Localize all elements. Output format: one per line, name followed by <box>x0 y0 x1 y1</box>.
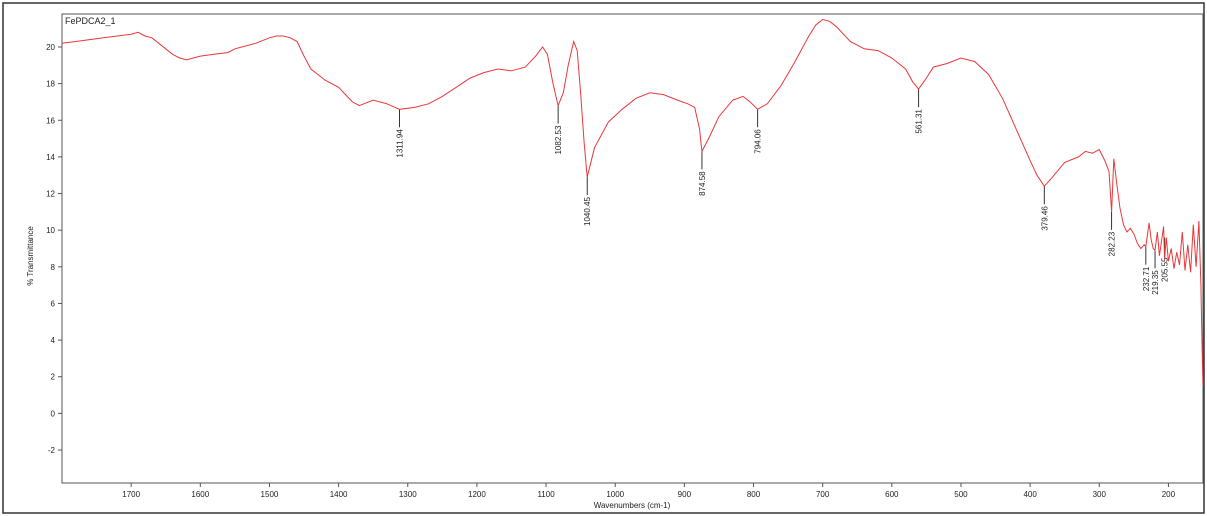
x-axis: 1700 1600 1500 1400 1300 1200 1100 1000 900 800 70… <box>122 483 1176 499</box>
x-tick-label: 700 <box>816 490 830 499</box>
y-tick-label: -2 <box>48 446 56 455</box>
y-tick-label: 20 <box>46 43 55 52</box>
y-tick-label: 2 <box>51 373 56 382</box>
x-tick-label: 200 <box>1162 490 1176 499</box>
x-tick-label: 1100 <box>537 490 555 499</box>
x-tick-label: 1200 <box>468 490 486 499</box>
x-tick-label: 600 <box>885 490 899 499</box>
chart-title: FePDCA2_1 <box>65 16 116 26</box>
x-tick-label: 1000 <box>606 490 624 499</box>
y-tick-label: 12 <box>46 190 55 199</box>
plot-border <box>61 13 1204 484</box>
peak-label: 1040.45 <box>583 197 592 226</box>
spectrum-line <box>61 18 1204 386</box>
peak-label: 561.31 <box>915 109 924 134</box>
peak-label: 219.35 <box>1151 270 1160 295</box>
peak-label: 205.55 <box>1161 257 1170 282</box>
y-tick-label: 18 <box>46 80 55 89</box>
peak-label: 794.06 <box>754 129 763 154</box>
peak-label: 1082.53 <box>554 125 563 154</box>
y-axis: -2 0 2 4 6 8 10 12 14 16 18 20 <box>46 43 62 455</box>
y-tick-label: 16 <box>46 116 55 125</box>
x-tick-label: 800 <box>747 490 761 499</box>
peak-label: 232.71 <box>1142 266 1151 291</box>
x-tick-label: 400 <box>1023 490 1037 499</box>
peak-label: 282.23 <box>1108 231 1117 256</box>
x-axis-label: Wavenumbers (cm-1) <box>594 501 671 510</box>
peak-label: 379.46 <box>1040 206 1049 231</box>
y-axis-label: % Transmittance <box>26 226 35 286</box>
plot-area: -2 0 2 4 6 8 10 12 14 16 18 20 1700 1600 1500 1400 1300… <box>46 13 1204 499</box>
x-tick-label: 1500 <box>261 490 279 499</box>
x-tick-label: 300 <box>1093 490 1107 499</box>
x-tick-label: 1600 <box>191 490 209 499</box>
x-tick-label: 1700 <box>122 490 140 499</box>
x-tick-label: 900 <box>678 490 692 499</box>
y-tick-label: 0 <box>51 409 56 418</box>
y-tick-label: 8 <box>51 263 56 272</box>
peak-annotations: 1311.94 1082.53 1040.45 874.58 794.06 561.31 3… <box>396 89 1170 295</box>
y-tick-label: 10 <box>46 226 55 235</box>
peak-label: 874.58 <box>698 171 707 196</box>
y-tick-label: 4 <box>51 336 56 345</box>
x-tick-label: 500 <box>954 490 968 499</box>
y-tick-label: 14 <box>46 153 55 162</box>
y-tick-label: 6 <box>51 299 56 308</box>
peak-label: 1311.94 <box>396 129 405 158</box>
x-tick-label: 1400 <box>330 490 348 499</box>
x-tick-label: 1300 <box>399 490 417 499</box>
